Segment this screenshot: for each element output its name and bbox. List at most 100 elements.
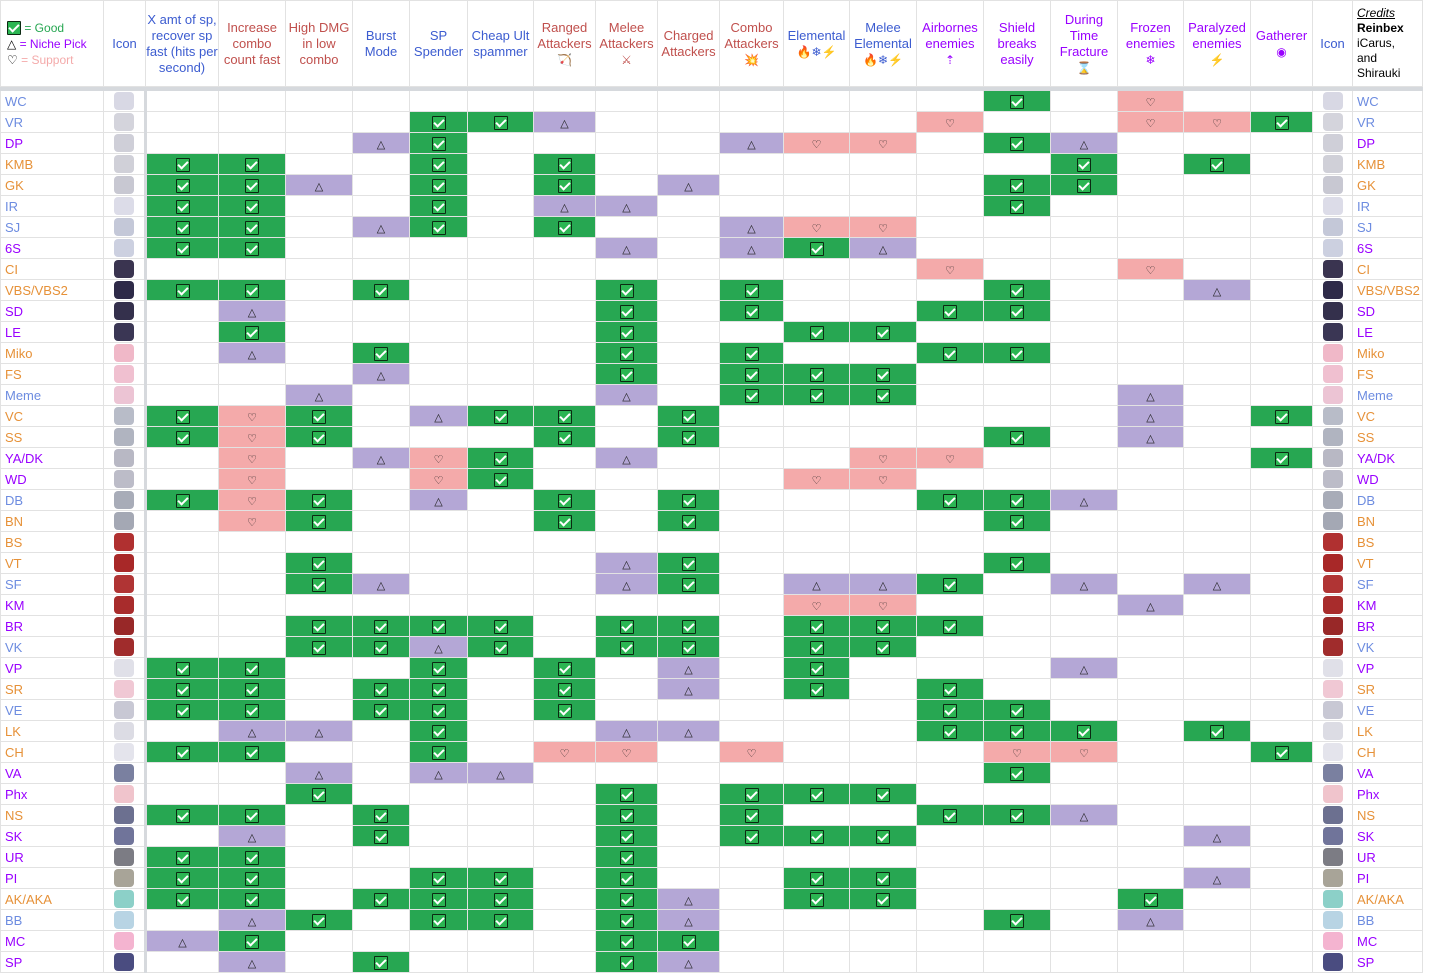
empty-cell <box>657 594 720 616</box>
column-header-icon: 💥 <box>744 52 759 67</box>
empty-cell <box>849 720 917 742</box>
empty-cell <box>1250 867 1313 889</box>
empty-cell <box>1250 657 1313 679</box>
avatar <box>114 344 134 362</box>
empty-cell <box>533 720 596 742</box>
column-header-icon: ⚡ <box>1209 52 1225 67</box>
good-cell <box>783 321 850 343</box>
avatar <box>114 617 134 635</box>
empty-cell <box>916 951 984 973</box>
avatar <box>1322 407 1343 425</box>
avatar <box>1322 344 1343 362</box>
good-cell <box>595 636 658 658</box>
character-name: SS <box>0 426 104 448</box>
column-header: Melee Attackers ⚔ <box>595 0 658 87</box>
empty-cell <box>1183 636 1251 658</box>
niche-cell: △ <box>218 951 286 973</box>
triangle-icon: △ <box>376 222 386 235</box>
triangle-icon: △ <box>247 915 257 928</box>
character-name: LK <box>1352 720 1423 742</box>
character-row: VBS/VBS2 △ VBS/VBS2 <box>0 279 1423 301</box>
empty-cell <box>657 363 720 385</box>
avatar <box>114 470 134 488</box>
empty-cell <box>657 132 720 154</box>
support-cell: ♡ <box>849 447 917 469</box>
credits: Credits Reinbex iCarus, and Shirauki <box>1352 0 1423 87</box>
checkbox-icon <box>619 787 634 802</box>
niche-cell: △ <box>1183 573 1251 595</box>
avatar-cell <box>103 531 146 553</box>
empty-cell <box>533 237 596 259</box>
empty-cell <box>1250 468 1313 490</box>
empty-cell <box>1250 594 1313 616</box>
avatar-cell <box>103 804 146 826</box>
empty-cell <box>352 657 410 679</box>
avatar-cell <box>1312 363 1353 385</box>
niche-cell: △ <box>595 573 658 595</box>
empty-cell <box>533 279 596 301</box>
checkbox-icon <box>943 724 957 739</box>
empty-cell <box>719 762 784 784</box>
empty-cell <box>1117 531 1184 553</box>
empty-cell <box>1050 363 1118 385</box>
column-header-label: High DMG in low combo <box>288 19 350 67</box>
empty-cell <box>719 174 784 196</box>
triangle-icon: △ <box>622 243 631 256</box>
avatar <box>1322 890 1343 908</box>
character-name: AK/AKA <box>0 888 104 910</box>
character-row: BB △ △ △ BB <box>0 909 1423 931</box>
empty-cell <box>916 531 984 553</box>
good-cell <box>916 573 984 595</box>
avatar-cell <box>103 636 146 658</box>
avatar <box>114 155 134 173</box>
character-name: 6S <box>1352 237 1423 259</box>
empty-cell <box>1250 825 1313 847</box>
checkbox-icon <box>175 493 190 508</box>
empty-cell <box>1250 216 1313 238</box>
empty-cell <box>1250 90 1313 112</box>
good-cell <box>218 699 286 721</box>
avatar-cell <box>1312 867 1353 889</box>
empty-cell <box>467 783 534 805</box>
heart-icon: ♡ <box>247 516 257 529</box>
heart-icon: ♡ <box>559 747 570 760</box>
avatar-cell <box>1312 573 1353 595</box>
character-name: VK <box>1352 636 1423 658</box>
character-name: GK <box>1352 174 1423 196</box>
good-cell <box>849 783 917 805</box>
character-name: Miko <box>0 342 104 364</box>
empty-cell <box>849 657 917 679</box>
checkbox-icon <box>431 913 446 928</box>
character-name: WD <box>1352 468 1423 490</box>
good-cell <box>1050 720 1118 742</box>
avatar <box>1322 701 1343 719</box>
avatar-cell <box>1312 930 1353 952</box>
triangle-icon: △ <box>1212 831 1222 844</box>
column-header-icon: ◉ <box>1276 44 1287 59</box>
checkbox-icon <box>431 724 446 739</box>
avatar-cell <box>103 699 146 721</box>
character-name: MC <box>0 930 104 952</box>
character-row: VP △ △ VP <box>0 657 1423 679</box>
good-cell <box>783 825 850 847</box>
character-name: LE <box>1352 321 1423 343</box>
credits-line: Reinbex <box>1357 21 1404 35</box>
avatar <box>114 365 134 383</box>
checkbox-icon <box>681 619 696 634</box>
checkbox-icon <box>7 21 21 36</box>
empty-cell <box>352 237 410 259</box>
good-cell <box>467 111 534 133</box>
checkbox-icon <box>619 850 634 865</box>
avatar-cell <box>103 867 146 889</box>
good-cell <box>352 804 410 826</box>
triangle-icon: △ <box>1146 390 1155 403</box>
good-cell <box>533 657 596 679</box>
avatar-cell <box>1312 279 1353 301</box>
character-name: KMB <box>1352 153 1423 175</box>
empty-cell <box>409 531 468 553</box>
checkbox-icon <box>374 955 388 970</box>
character-name: Phx <box>1352 783 1423 805</box>
niche-cell: △ <box>1117 405 1184 427</box>
empty-cell <box>1050 195 1118 217</box>
empty-cell <box>657 846 720 868</box>
